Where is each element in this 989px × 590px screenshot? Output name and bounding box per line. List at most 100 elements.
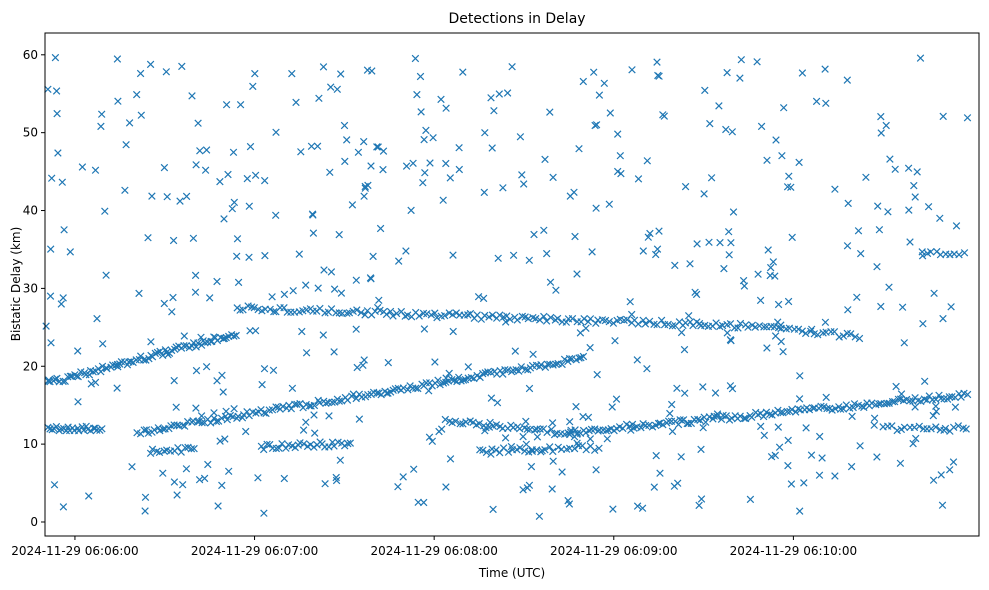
data-point: [774, 300, 783, 309]
data-point: [740, 414, 748, 423]
data-point: [173, 491, 181, 499]
data-point: [459, 68, 467, 76]
data-point: [765, 410, 774, 419]
data-point: [462, 418, 470, 426]
data-point: [807, 325, 816, 334]
data-point: [375, 296, 383, 305]
data-point: [900, 339, 909, 347]
data-point: [245, 202, 254, 210]
data-point: [772, 136, 780, 144]
data-point: [251, 326, 260, 335]
data-point: [54, 149, 62, 157]
data-point: [220, 334, 229, 343]
data-point: [442, 483, 450, 491]
data-point: [205, 294, 214, 302]
data-point: [848, 412, 856, 421]
data-point: [336, 456, 345, 464]
data-point: [522, 440, 531, 449]
data-point: [736, 412, 744, 420]
data-point: [817, 402, 825, 411]
data-point: [813, 330, 822, 339]
data-point: [736, 74, 744, 82]
data-point: [84, 492, 93, 500]
data-point: [425, 433, 434, 441]
data-point: [495, 90, 504, 98]
data-point: [609, 505, 617, 513]
data-point: [759, 412, 768, 421]
data-point: [906, 238, 914, 246]
data-point: [251, 69, 259, 78]
data-point: [885, 283, 893, 291]
data-point: [573, 270, 581, 278]
data-point: [592, 319, 600, 328]
data-point: [495, 311, 504, 319]
data-point: [51, 53, 60, 62]
data-point: [441, 415, 450, 424]
data-point: [815, 432, 824, 441]
data-point: [47, 174, 56, 182]
data-point: [333, 85, 342, 94]
data-point: [402, 162, 411, 170]
data-point: [929, 476, 938, 484]
data-point: [97, 122, 105, 131]
data-point: [74, 424, 82, 432]
data-point: [886, 155, 894, 163]
y-tick-label: 50: [23, 126, 38, 140]
data-point: [197, 341, 206, 349]
data-point: [809, 404, 817, 413]
data-point: [756, 296, 765, 305]
data-point: [170, 478, 179, 486]
data-point: [439, 196, 447, 204]
data-point: [379, 147, 388, 155]
data-point: [189, 234, 198, 243]
data-point: [639, 247, 648, 255]
data-point: [345, 309, 354, 317]
data-point: [424, 387, 433, 395]
data-point: [868, 399, 876, 407]
data-point: [764, 246, 772, 254]
data-point: [269, 366, 278, 375]
data-point: [326, 83, 335, 91]
data-point: [46, 245, 55, 253]
data-point: [78, 163, 87, 171]
data-point: [573, 429, 582, 437]
data-point: [701, 418, 710, 426]
data-point: [947, 303, 955, 311]
data-point: [480, 188, 489, 197]
data-point: [392, 309, 401, 318]
data-point: [553, 314, 562, 323]
data-point: [571, 426, 579, 434]
data-point: [399, 473, 407, 481]
data-point: [919, 319, 927, 328]
data-point: [728, 414, 736, 423]
data-point: [939, 112, 947, 121]
data-point: [210, 333, 218, 341]
data-point: [415, 312, 423, 320]
data-point: [628, 66, 636, 74]
data-point: [91, 166, 100, 174]
data-point: [644, 233, 653, 241]
data-point: [891, 165, 899, 174]
data-point: [549, 447, 557, 456]
data-point: [905, 206, 913, 214]
data-point: [806, 327, 815, 336]
data-point: [807, 451, 816, 459]
data-point: [103, 364, 111, 373]
x-tick-label: 2024-11-29 06:09:00: [550, 544, 677, 558]
data-point: [856, 249, 865, 258]
data-point: [916, 54, 925, 62]
data-point: [612, 395, 621, 403]
data-point: [178, 480, 187, 489]
data-point: [641, 320, 650, 328]
data-point: [442, 104, 450, 112]
data-point: [451, 417, 460, 426]
data-point: [592, 204, 600, 212]
data-point: [565, 417, 574, 426]
data-point: [533, 425, 541, 433]
data-point: [898, 303, 907, 311]
data-point: [159, 469, 167, 477]
data-point: [272, 403, 280, 411]
data-point: [566, 192, 575, 200]
data-point: [827, 327, 835, 336]
data-point: [360, 192, 368, 200]
